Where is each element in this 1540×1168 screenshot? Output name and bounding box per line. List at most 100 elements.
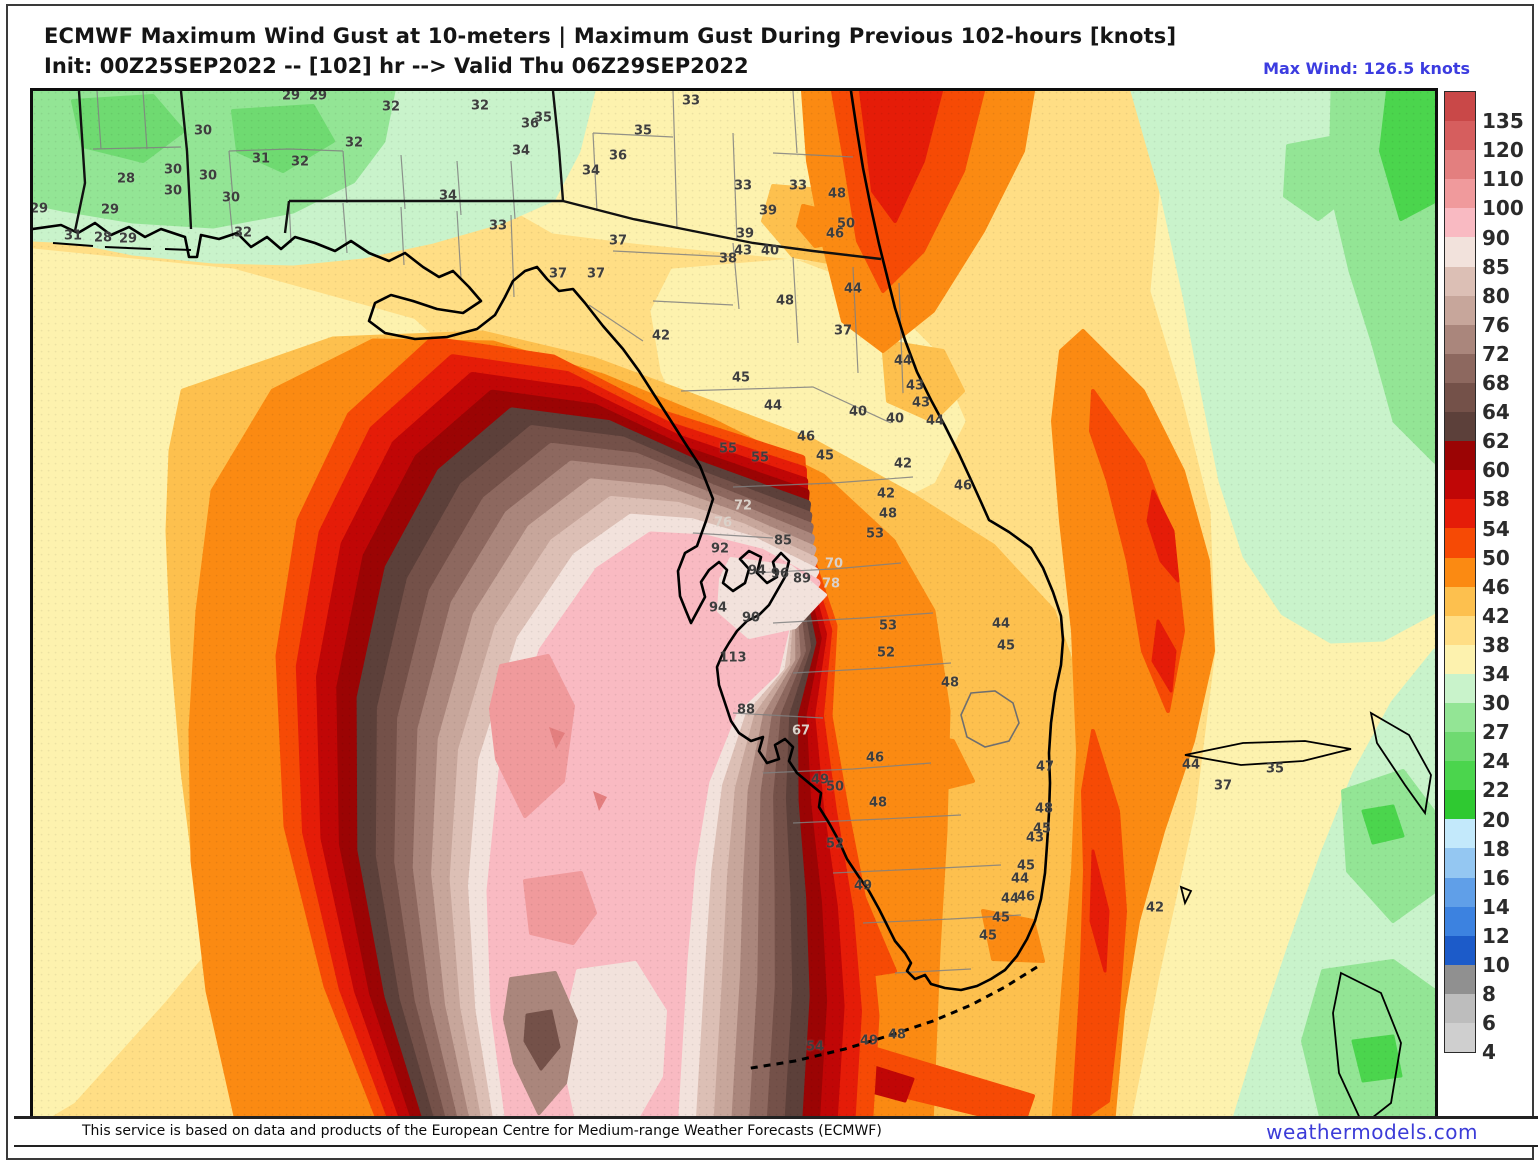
colorbar-tick-label: 110 <box>1482 167 1524 192</box>
gust-value-label: 48 <box>887 1027 907 1043</box>
gust-value-label: 55 <box>750 450 770 466</box>
gust-value-label: 35 <box>533 110 553 126</box>
gust-value-label: 52 <box>876 645 896 661</box>
gust-value-label: 48 <box>868 795 888 811</box>
gust-value-label: 45 <box>1016 858 1036 874</box>
weather-map-canvas: 30 28 30 30 30 29 31 32 32 32 30 32 29 31 28 29 29 29 34 33… <box>30 88 1438 1130</box>
colorbar-tick-label: 8 <box>1482 982 1496 1007</box>
colorbar-tick-label: 22 <box>1482 778 1510 803</box>
gust-value-label: 37 <box>833 323 853 339</box>
gust-value-label: 46 <box>1016 889 1036 905</box>
colorbar-tick-label: 100 <box>1482 196 1524 221</box>
gust-value-label: 28 <box>116 171 136 187</box>
watermark-link[interactable]: weathermodels.com <box>1266 1120 1478 1144</box>
colorbar-tick-label: 27 <box>1482 720 1510 745</box>
colorbar-tick-label: 80 <box>1482 283 1510 308</box>
colorbar-segment <box>1445 615 1475 645</box>
colorbar-segment <box>1445 179 1475 209</box>
colorbar-segment <box>1445 790 1475 820</box>
colorbar-tick-label: 12 <box>1482 923 1510 948</box>
gust-value-label: 48 <box>940 675 960 691</box>
colorbar-segment <box>1445 295 1475 325</box>
colorbar-segment <box>1445 586 1475 616</box>
gust-value-label: 32 <box>290 154 310 170</box>
gust-value-label: 48 <box>1034 801 1054 817</box>
figure-frame: ECMWF Maximum Wind Gust at 10-meters | M… <box>6 4 1538 1160</box>
gust-value-label: 40 <box>885 411 905 427</box>
gust-value-label: 46 <box>825 226 845 242</box>
gust-value-label: 48 <box>878 506 898 522</box>
footer-bar: This service is based on data and produc… <box>14 1116 1538 1147</box>
gust-value-label: 35 <box>1265 761 1285 777</box>
colorbar-tick-label: 14 <box>1482 894 1510 919</box>
gust-value-label: 96 <box>770 566 790 582</box>
colorbar-tick-label: 50 <box>1482 545 1510 570</box>
gust-value-label: 49 <box>853 878 873 894</box>
colorbar-segment <box>1445 208 1475 238</box>
gust-value-label: 37 <box>548 266 568 282</box>
colorbar-tick-label: 34 <box>1482 662 1510 686</box>
gust-value-label: 39 <box>758 203 778 219</box>
gust-value-label: 37 <box>608 233 628 249</box>
colorbar-segment <box>1445 819 1475 849</box>
state-borders <box>73 91 882 261</box>
colorbar-segment <box>1445 412 1475 442</box>
gust-value-label: 46 <box>953 478 973 494</box>
colorbar-segment <box>1445 557 1475 587</box>
gust-value-label: 72 <box>733 498 753 514</box>
gust-value-label: 28 <box>93 230 113 246</box>
colorbar-segment <box>1445 266 1475 296</box>
gust-value-label: 45 <box>731 370 751 386</box>
gust-value-label: 43 <box>911 395 931 411</box>
gust-value-label: 92 <box>710 541 730 557</box>
florida-keys <box>744 965 1038 1071</box>
colorbar-segment <box>1445 877 1475 907</box>
gust-value-label: 70 <box>824 556 844 572</box>
gust-value-label: 45 <box>978 928 998 944</box>
page-title: ECMWF Maximum Wind Gust at 10-meters | M… <box>44 24 1177 48</box>
colorbar-segment <box>1445 353 1475 383</box>
gust-value-label: 43 <box>733 243 753 259</box>
gust-value-label: 44 <box>1000 891 1020 907</box>
colorbar-segment <box>1445 993 1475 1023</box>
gust-value-label: 53 <box>878 618 898 634</box>
init-valid-subtitle: Init: 00Z25SEP2022 -- [102] hr --> Valid… <box>44 54 749 78</box>
colorbar-tick-label: 4 <box>1482 1040 1496 1065</box>
gust-value-label: 90 <box>741 610 761 626</box>
gust-value-label: 44 <box>991 616 1011 632</box>
contour-map <box>33 91 1435 1127</box>
gust-value-label: 48 <box>775 293 795 309</box>
gust-value-label: 33 <box>488 218 508 234</box>
gust-value-label: 45 <box>996 638 1016 654</box>
gust-value-label: 30 <box>198 168 218 184</box>
colorbar-segment <box>1445 324 1475 354</box>
colorbar-tick-label: 58 <box>1482 487 1510 512</box>
colorbar-tick-label: 85 <box>1482 254 1510 279</box>
colorbar-segment <box>1445 237 1475 267</box>
colorbar <box>1444 91 1476 1054</box>
colorbar-segment <box>1445 673 1475 703</box>
colorbar-tick-label: 16 <box>1482 865 1510 890</box>
gust-value-label: 44 <box>843 281 863 297</box>
gust-value-label: 44 <box>763 398 783 414</box>
colorbar-tick-label: 18 <box>1482 836 1510 861</box>
colorbar-segment <box>1445 470 1475 500</box>
gust-value-label: 50 <box>836 216 856 232</box>
gust-value-label: 53 <box>865 526 885 542</box>
colorbar-tick-label: 38 <box>1482 632 1510 657</box>
gust-value-label: 29 <box>118 231 138 247</box>
gust-value-label: 45 <box>815 448 835 464</box>
colorbar-tick-label: 120 <box>1482 138 1524 163</box>
colorbar-segment <box>1445 499 1475 529</box>
gust-value-label: 52 <box>825 836 845 852</box>
colorbar-segment <box>1445 761 1475 791</box>
colorbar-tick-label: 62 <box>1482 429 1510 454</box>
gust-value-label: 45 <box>1032 821 1052 837</box>
gust-value-label: 29 <box>100 202 120 218</box>
colorbar-tick-label: 54 <box>1482 516 1510 541</box>
gust-value-label: 42 <box>876 486 896 502</box>
gust-value-label: 46 <box>796 429 816 445</box>
gust-value-label: 29 <box>281 91 301 104</box>
colorbar-segment <box>1445 906 1475 936</box>
florida-coastline <box>33 91 1065 992</box>
